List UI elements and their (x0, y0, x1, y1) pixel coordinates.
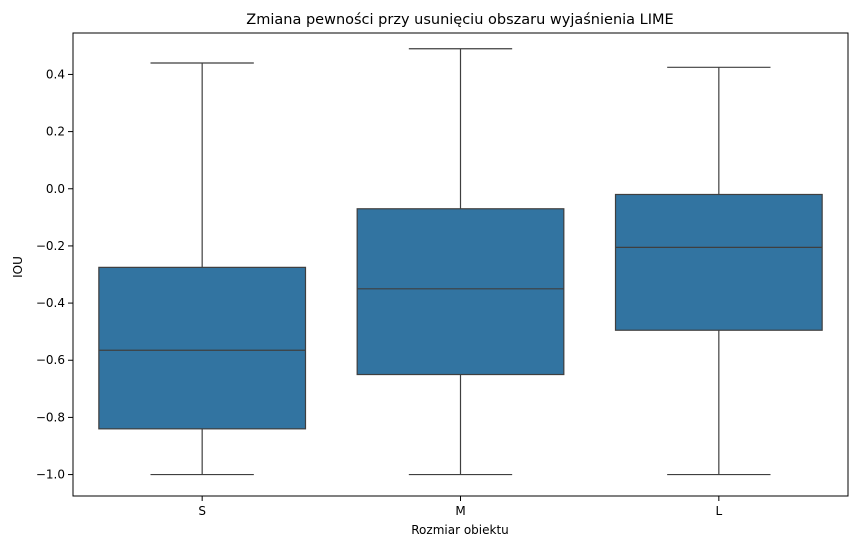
x-tick-label: L (715, 504, 722, 518)
x-axis-label: Rozmiar obiektu (411, 523, 509, 537)
box-l (614, 193, 823, 331)
y-tick-label: −0.6 (36, 353, 65, 367)
plot-area: −1.0 −0.8 −0.6 −0.4 −0.2 0.0 0.2 0.4 S M L (36, 32, 849, 518)
chart-title: Zmiana pewności przy usunięciu obszaru w… (246, 12, 673, 28)
box-m (356, 208, 565, 376)
y-tick-label: −0.2 (36, 239, 65, 253)
y-tick-label: −0.8 (36, 410, 65, 424)
y-tick-label: 0.0 (46, 182, 65, 196)
x-tick-label: M (455, 504, 465, 518)
x-tick-label: S (198, 504, 206, 518)
y-tick-label: 0.2 (46, 125, 65, 139)
y-tick-label: 0.4 (46, 67, 65, 81)
box-s (98, 266, 307, 430)
y-tick-label: −0.4 (36, 296, 65, 310)
y-tick-label: −1.0 (36, 468, 65, 482)
y-axis-label: IOU (11, 256, 25, 278)
